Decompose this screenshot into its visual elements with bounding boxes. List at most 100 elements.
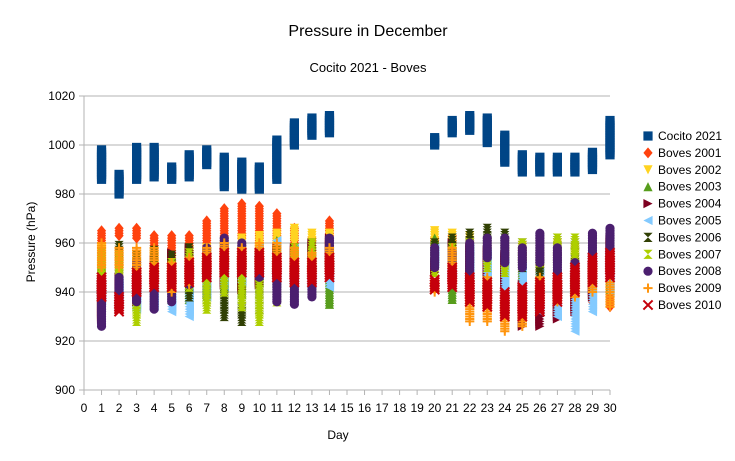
y-tick-label: 960 (55, 236, 75, 250)
legend-label: Boves 2006 (658, 230, 722, 244)
data-point (183, 259, 195, 271)
data-point (219, 203, 229, 215)
legend-label: Boves 2007 (658, 247, 722, 261)
data-point (465, 238, 475, 248)
data-point (149, 230, 159, 242)
data-point (184, 150, 194, 160)
x-tick-label: 10 (253, 401, 267, 415)
x-tick-label: 0 (81, 401, 88, 415)
data-point (465, 231, 475, 241)
data-point (114, 222, 124, 234)
data-point (604, 249, 616, 261)
data-point (237, 157, 247, 167)
data-point (184, 250, 194, 260)
data-point (96, 225, 107, 237)
data-point (219, 238, 229, 248)
data-point (167, 250, 177, 260)
data-point (306, 257, 318, 268)
data-point (570, 233, 580, 243)
x-tick-label: 29 (586, 401, 600, 415)
x-tick-label: 20 (428, 401, 442, 415)
legend-marker (643, 165, 653, 175)
data-point (517, 150, 527, 160)
data-point (289, 257, 300, 268)
legend-label: Boves 2002 (658, 163, 722, 177)
data-point (202, 145, 212, 155)
data-point (289, 243, 299, 253)
data-point (254, 238, 264, 248)
x-tick-label: 1 (98, 401, 105, 415)
data-point (307, 228, 317, 238)
data-point (132, 142, 142, 153)
data-point (307, 238, 317, 248)
data-point (534, 279, 546, 290)
x-tick-label: 17 (375, 401, 389, 415)
legend-marker (643, 131, 653, 141)
x-tick-label: 5 (168, 401, 175, 415)
data-point (324, 111, 335, 121)
x-tick-label: 6 (186, 401, 193, 415)
data-point (500, 130, 510, 140)
x-tick-label: 15 (340, 401, 354, 415)
x-axis-label: Day (327, 428, 348, 442)
data-point (218, 247, 230, 259)
data-point (430, 243, 440, 253)
data-point (254, 200, 264, 212)
data-point (482, 226, 492, 236)
data-point (201, 252, 213, 264)
data-point (272, 208, 282, 220)
data-point (132, 222, 142, 234)
data-point (114, 272, 124, 282)
x-tick-label: 30 (603, 401, 617, 415)
data-point (605, 223, 615, 233)
x-tick-label: 19 (410, 401, 424, 415)
data-point (447, 243, 457, 253)
data-point (324, 243, 335, 253)
data-point (517, 281, 528, 293)
x-tick-label: 11 (271, 401, 284, 415)
data-point (254, 249, 265, 261)
data-point (254, 231, 264, 241)
legend-label: Boves 2001 (658, 146, 722, 160)
legend-label: Boves 2008 (658, 264, 722, 278)
data-point (96, 238, 107, 248)
legend-marker (643, 199, 653, 209)
data-point (132, 243, 142, 253)
x-tick-label: 27 (551, 401, 565, 415)
legend-label: Boves 2005 (658, 214, 722, 228)
data-point (534, 276, 546, 288)
x-tick-label: 23 (481, 401, 495, 415)
x-tick-label: 28 (568, 401, 582, 415)
data-point (587, 252, 598, 264)
data-point (446, 264, 458, 276)
data-point (271, 254, 283, 266)
x-tick-label: 18 (393, 401, 407, 415)
data-point (114, 169, 124, 179)
data-point (184, 230, 194, 242)
data-point (605, 115, 615, 126)
y-tick-label: 1020 (48, 89, 75, 103)
data-point (465, 111, 475, 121)
data-point (482, 233, 492, 243)
data-point (96, 271, 107, 283)
data-point (166, 262, 177, 273)
data-point (254, 162, 264, 172)
data-point (254, 247, 265, 259)
x-tick-label: 4 (151, 401, 158, 415)
data-point (131, 269, 142, 281)
x-tick-label: 24 (498, 401, 512, 415)
data-point (569, 264, 581, 276)
legend-label: Cocito 2021 (658, 129, 722, 143)
data-point (306, 259, 318, 271)
data-point (272, 135, 282, 145)
legend: Cocito 2021 Boves 2001 Boves 2002 Boves 200… (642, 129, 722, 312)
data-point (447, 233, 457, 243)
data-point (237, 198, 247, 210)
data-point (587, 147, 598, 157)
data-point (482, 113, 492, 123)
legend-label: Boves 2003 (658, 180, 722, 194)
chart-subtitle: Cocito 2021 - Boves (309, 60, 427, 75)
x-tick-label: 7 (203, 401, 210, 415)
x-tick-label: 8 (221, 401, 228, 415)
data-point (430, 226, 440, 236)
